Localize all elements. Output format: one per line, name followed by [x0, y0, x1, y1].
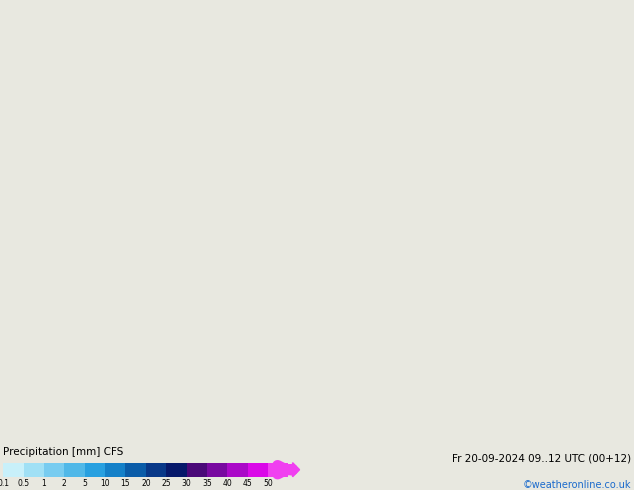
Text: ©weatheronline.co.uk: ©weatheronline.co.uk — [522, 480, 631, 490]
FancyArrow shape — [288, 463, 300, 477]
Text: 1: 1 — [42, 479, 46, 488]
Text: 25: 25 — [162, 479, 171, 488]
Text: Precipitation [mm] CFS: Precipitation [mm] CFS — [3, 447, 124, 457]
Bar — [228, 463, 248, 477]
Bar — [64, 463, 85, 477]
Text: 2: 2 — [62, 479, 67, 488]
Bar — [105, 463, 126, 477]
Bar — [85, 463, 105, 477]
Bar — [3, 463, 23, 477]
Bar — [186, 463, 207, 477]
Bar — [248, 463, 268, 477]
Text: 15: 15 — [120, 479, 130, 488]
Text: 35: 35 — [202, 479, 212, 488]
Text: 0.1: 0.1 — [0, 479, 9, 488]
Text: 20: 20 — [141, 479, 151, 488]
Bar — [146, 463, 166, 477]
Text: Fr 20-09-2024 09..12 UTC (00+12): Fr 20-09-2024 09..12 UTC (00+12) — [451, 454, 631, 464]
Bar — [207, 463, 228, 477]
Text: 5: 5 — [82, 479, 87, 488]
Bar — [44, 463, 64, 477]
Text: 10: 10 — [100, 479, 110, 488]
Bar — [166, 463, 186, 477]
Bar — [23, 463, 44, 477]
Text: 40: 40 — [223, 479, 232, 488]
Text: 0.5: 0.5 — [18, 479, 30, 488]
Bar — [126, 463, 146, 477]
Text: 30: 30 — [182, 479, 191, 488]
Text: 45: 45 — [243, 479, 252, 488]
Text: 50: 50 — [263, 479, 273, 488]
Bar — [268, 463, 288, 477]
